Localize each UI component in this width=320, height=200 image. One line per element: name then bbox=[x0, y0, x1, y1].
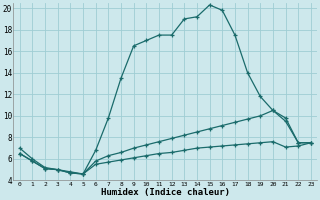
X-axis label: Humidex (Indice chaleur): Humidex (Indice chaleur) bbox=[101, 188, 230, 197]
